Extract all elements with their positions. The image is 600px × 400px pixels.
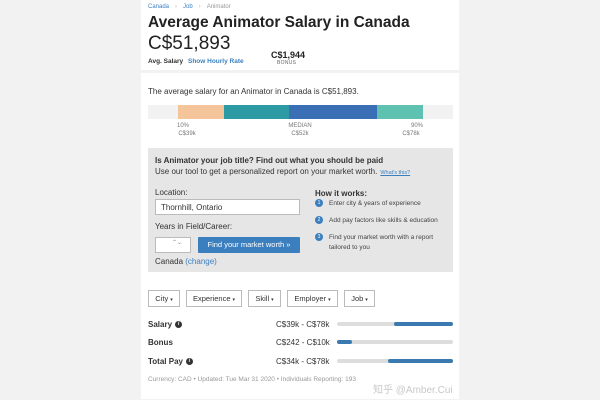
whats-this-link[interactable]: What's this? xyxy=(380,170,411,176)
salary-row-label: Salary i xyxy=(148,320,183,329)
info-icon[interactable]: i xyxy=(185,358,193,365)
market-worth-subtitle: Use our tool to get a personalized repor… xyxy=(155,167,410,176)
watermark: 知乎 @Amber.Cui xyxy=(373,385,453,396)
how-it-works-title: How it works: xyxy=(315,189,368,198)
years-label: Years in Field/Career: xyxy=(155,222,233,231)
salary-range-track xyxy=(337,322,453,326)
range-segment-mid-high xyxy=(289,105,377,119)
tick-median-value: C$52k xyxy=(291,131,309,137)
total-pay-range-fill xyxy=(388,359,453,363)
total-pay-row-range: C$34k - C$78k xyxy=(276,357,330,366)
step-1-badge: 1 xyxy=(315,199,323,207)
filter-employer-label: Employer xyxy=(294,294,327,303)
step-2-badge: 2 xyxy=(315,216,323,224)
step-1-text: Enter city & years of experience xyxy=(329,200,421,207)
range-bar-pad-left xyxy=(148,105,178,119)
range-segment-high xyxy=(377,105,423,119)
step-3-text: Find your market worth with a report tai… xyxy=(329,234,434,251)
country-selector: Canada (change) xyxy=(155,257,217,266)
range-bar-pad-right xyxy=(423,105,453,119)
header-card xyxy=(141,0,459,70)
filter-job-dropdown[interactable]: Job ▾ xyxy=(344,290,375,307)
filter-experience-label: Experience xyxy=(192,294,231,303)
filter-job-label: Job xyxy=(351,294,364,303)
market-worth-question: Is Animator your job title? Find out wha… xyxy=(155,156,384,165)
tick-10-value: C$39k xyxy=(178,131,196,137)
filter-city-dropdown[interactable]: City ▾ xyxy=(148,290,180,307)
info-icon[interactable]: i xyxy=(175,321,183,328)
bonus-row-text: Bonus xyxy=(148,338,173,347)
tick-90-value: C$78k xyxy=(402,131,420,137)
total-pay-range-track xyxy=(337,359,453,363)
breadcrumb: Canada › Job › Animator xyxy=(148,4,231,10)
tick-90-label: 90% xyxy=(410,123,423,129)
years-stepper[interactable]: ⌃⌄ xyxy=(155,237,191,253)
country-name: Canada xyxy=(155,257,184,266)
tick-10-label: 10% xyxy=(176,123,189,129)
chevron-down-icon: ▾ xyxy=(170,297,173,303)
breadcrumb-canada[interactable]: Canada xyxy=(148,4,170,10)
bonus-row-range: C$242 - C$10k xyxy=(276,338,330,347)
total-pay-row-text: Total Pay xyxy=(148,357,183,366)
filter-city-label: City xyxy=(155,294,169,303)
breadcrumb-animator: Animator xyxy=(206,4,231,10)
location-label: Location: xyxy=(155,188,188,197)
average-salary: C$51,893 xyxy=(148,33,231,54)
bonus-row-label: Bonus xyxy=(148,338,173,347)
tick-median-label: MEDIAN xyxy=(288,123,312,129)
salary-range-fill xyxy=(393,322,453,326)
filter-employer-dropdown[interactable]: Employer ▾ xyxy=(287,290,338,307)
bonus-value: C$1,944 xyxy=(271,50,306,60)
find-market-worth-button[interactable]: Find your market worth » xyxy=(198,237,300,253)
breadcrumb-separator: › xyxy=(198,4,201,10)
bonus-range-fill xyxy=(337,340,353,344)
filter-skill-dropdown[interactable]: Skill ▾ xyxy=(248,290,281,307)
salary-row-range: C$39k - C$78k xyxy=(276,320,330,329)
avg-salary-label: Avg. Salary xyxy=(148,58,184,65)
total-pay-row-label: Total Pay i xyxy=(148,357,193,366)
chevron-down-icon: ▾ xyxy=(328,297,331,303)
bonus-label: BONUS xyxy=(277,60,297,66)
filter-experience-dropdown[interactable]: Experience ▾ xyxy=(186,290,242,307)
breadcrumb-job[interactable]: Job xyxy=(183,4,193,10)
change-country-link[interactable]: (change) xyxy=(185,257,217,266)
location-input[interactable] xyxy=(155,199,300,215)
filter-skill-label: Skill xyxy=(255,294,270,303)
salary-row-text: Salary xyxy=(148,320,173,329)
step-2-text: Add pay factors like skills & education xyxy=(329,217,438,224)
range-segment-low xyxy=(178,105,224,119)
chevron-down-icon: ▾ xyxy=(271,297,274,303)
show-hourly-rate-link[interactable]: Show Hourly Rate xyxy=(188,58,244,65)
bonus-range-track xyxy=(337,340,453,344)
step-3-badge: 3 xyxy=(315,233,323,241)
data-footer: Currency: CAD • Updated: Tue Mar 31 2020… xyxy=(148,376,356,383)
salary-summary: The average salary for an Animator in Ca… xyxy=(148,87,359,96)
chevron-down-icon: ▾ xyxy=(232,297,236,303)
market-worth-subtitle-text: Use our tool to get a personalized repor… xyxy=(155,167,378,176)
page-title: Average Animator Salary in Canada xyxy=(148,14,410,31)
chevron-down-icon: ▾ xyxy=(365,297,368,303)
stepper-arrows-icon[interactable]: ⌃⌄ xyxy=(171,240,182,246)
breadcrumb-separator: › xyxy=(175,4,178,10)
